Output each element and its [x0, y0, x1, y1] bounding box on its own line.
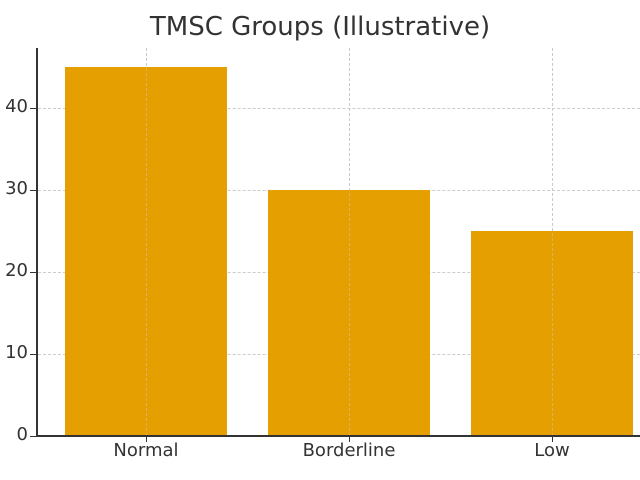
v-gridline-overlay [552, 48, 553, 436]
y-tick [30, 354, 36, 355]
y-tick [30, 436, 36, 437]
y-tick [30, 108, 36, 109]
x-axis [36, 435, 640, 437]
y-tick [30, 272, 36, 273]
y-tick-label: 10 [5, 342, 28, 363]
chart-title: TMSC Groups (Illustrative) [149, 12, 491, 42]
x-tick [552, 437, 553, 442]
y-tick-label: 20 [5, 260, 28, 281]
h-gridline [38, 108, 640, 109]
v-gridline-overlay [146, 48, 147, 436]
x-tick-label: Low [534, 440, 570, 461]
x-tick [349, 437, 350, 442]
y-tick-label: 40 [5, 96, 28, 117]
y-tick-label: 0 [16, 424, 28, 445]
y-tick-label: 30 [5, 178, 28, 199]
v-gridline-overlay [349, 48, 350, 436]
x-tick-label: Borderline [302, 440, 396, 461]
y-axis [36, 48, 38, 437]
x-tick [146, 437, 147, 442]
y-tick [30, 190, 36, 191]
x-tick-label: Normal [113, 440, 179, 461]
